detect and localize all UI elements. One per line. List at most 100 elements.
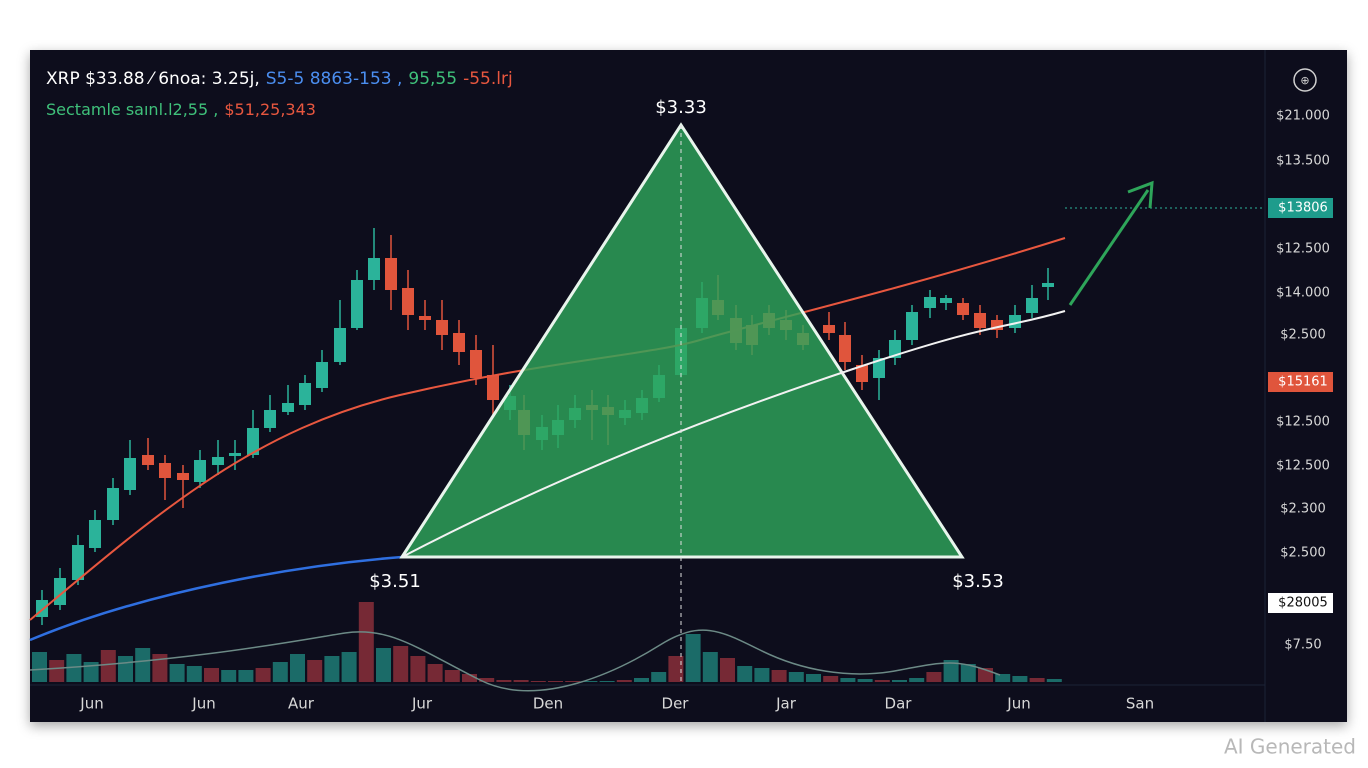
y-tick-label: $13806 (1278, 201, 1328, 216)
x-tick-label: Jun (1006, 695, 1030, 713)
volume-bar (874, 680, 890, 682)
candle-body (247, 428, 259, 455)
volume-bar (754, 668, 770, 682)
volume-bar (737, 666, 753, 682)
volume-bar (238, 670, 254, 682)
x-tick-label: Jur (411, 695, 433, 713)
volume-bar (272, 662, 288, 682)
y-tick-label: $12.500 (1276, 242, 1330, 257)
volume-bar (634, 678, 649, 682)
x-tick-label: Den (533, 695, 563, 713)
candle-body (470, 350, 482, 378)
x-tick-label: Jun (191, 695, 215, 713)
volume-bar (548, 681, 563, 682)
candle-body (1026, 298, 1038, 313)
volume-bar (358, 602, 374, 682)
volume-bar (410, 656, 426, 682)
volume-bar (616, 680, 632, 682)
volume-bar (376, 648, 391, 682)
y-tick-label: $7.50 (1284, 638, 1321, 653)
volume-bar (1029, 678, 1045, 682)
volume-bar (995, 674, 1011, 682)
candle-body (212, 457, 224, 465)
candle-body (487, 375, 499, 400)
volume-bar (100, 650, 116, 682)
annotation: $3.53 (952, 571, 1004, 592)
price-tag (1268, 198, 1333, 218)
candle-body (159, 463, 171, 478)
volume-bar (479, 678, 495, 682)
volume-bar (49, 660, 65, 682)
volume-bar (32, 652, 47, 682)
volume-bar (582, 681, 598, 682)
volume-bar (926, 672, 942, 682)
header-text: -55.lrj (463, 69, 513, 89)
header-text: XRP $33.88 ⁄ 6noa: 3.25j, (46, 69, 260, 89)
y-tick-label: $2.500 (1280, 328, 1326, 343)
x-tick-label: Der (662, 695, 690, 713)
volume-bar (788, 672, 804, 682)
candle-body (229, 453, 241, 456)
volume-bar (186, 666, 202, 682)
volume-bar (823, 676, 839, 682)
x-tick-label: San (1126, 695, 1154, 713)
y-tick-label: $28005 (1278, 596, 1328, 611)
volume-bar (341, 652, 357, 682)
candle-body (107, 488, 119, 520)
candle-body (402, 288, 414, 315)
trend-line (401, 310, 1066, 558)
candle-body (873, 358, 885, 378)
y-tick-label: $12.500 (1276, 459, 1330, 474)
volume-bar (204, 668, 219, 682)
volume-bar (307, 660, 323, 682)
volume-bar (221, 670, 237, 682)
volume-bar (599, 681, 615, 682)
volume-bar (771, 670, 787, 682)
candle-body (124, 458, 136, 490)
volume-bar (393, 646, 409, 682)
volume-bar (324, 656, 340, 682)
candle-body (368, 258, 380, 280)
candle-body (453, 333, 465, 352)
candle-body (351, 280, 363, 328)
x-tick-label: Dar (885, 695, 913, 713)
x-axis: Jun Jun Aur Jur Den Der Jar Dar Jun San (79, 695, 1154, 713)
candle-body (906, 312, 918, 340)
candle-body (991, 320, 1003, 330)
volume-bar (66, 654, 82, 682)
x-tick-label: Jar (775, 695, 797, 713)
volume-bar (169, 664, 185, 682)
volume-average (29, 629, 1001, 692)
settings-icon-glyph: ⊕ (1300, 74, 1309, 87)
volume-bar (513, 680, 529, 682)
volume-bar (892, 680, 907, 682)
volume (29, 602, 1062, 692)
volume-bar (118, 656, 133, 682)
volume-bar (840, 678, 856, 682)
volume-bar (685, 634, 701, 682)
candle-body (282, 403, 294, 412)
settings-icon[interactable] (1293, 68, 1317, 92)
price-tag (1268, 372, 1333, 392)
candle-body (142, 455, 154, 465)
candle-body (264, 410, 276, 428)
candle-body (316, 362, 328, 388)
volume-bar (444, 670, 460, 682)
arrow-head (1127, 180, 1154, 209)
volume-bar (668, 656, 684, 682)
candle-body (1042, 283, 1054, 287)
candle-body (385, 258, 397, 290)
candle-body (177, 473, 189, 480)
volume-bar (530, 681, 546, 682)
candle-body (72, 545, 84, 580)
volume-bar (427, 664, 443, 682)
volume-bar (462, 674, 477, 682)
volume-bar (290, 654, 305, 682)
header-text: Sectamle saınl.l2,55 , (46, 100, 218, 119)
x-tick-label: Aur (288, 695, 315, 713)
y-tick-label: $14.000 (1276, 286, 1330, 301)
arrow (1068, 189, 1150, 306)
candle-body (419, 316, 431, 320)
volume-bar (960, 664, 976, 682)
